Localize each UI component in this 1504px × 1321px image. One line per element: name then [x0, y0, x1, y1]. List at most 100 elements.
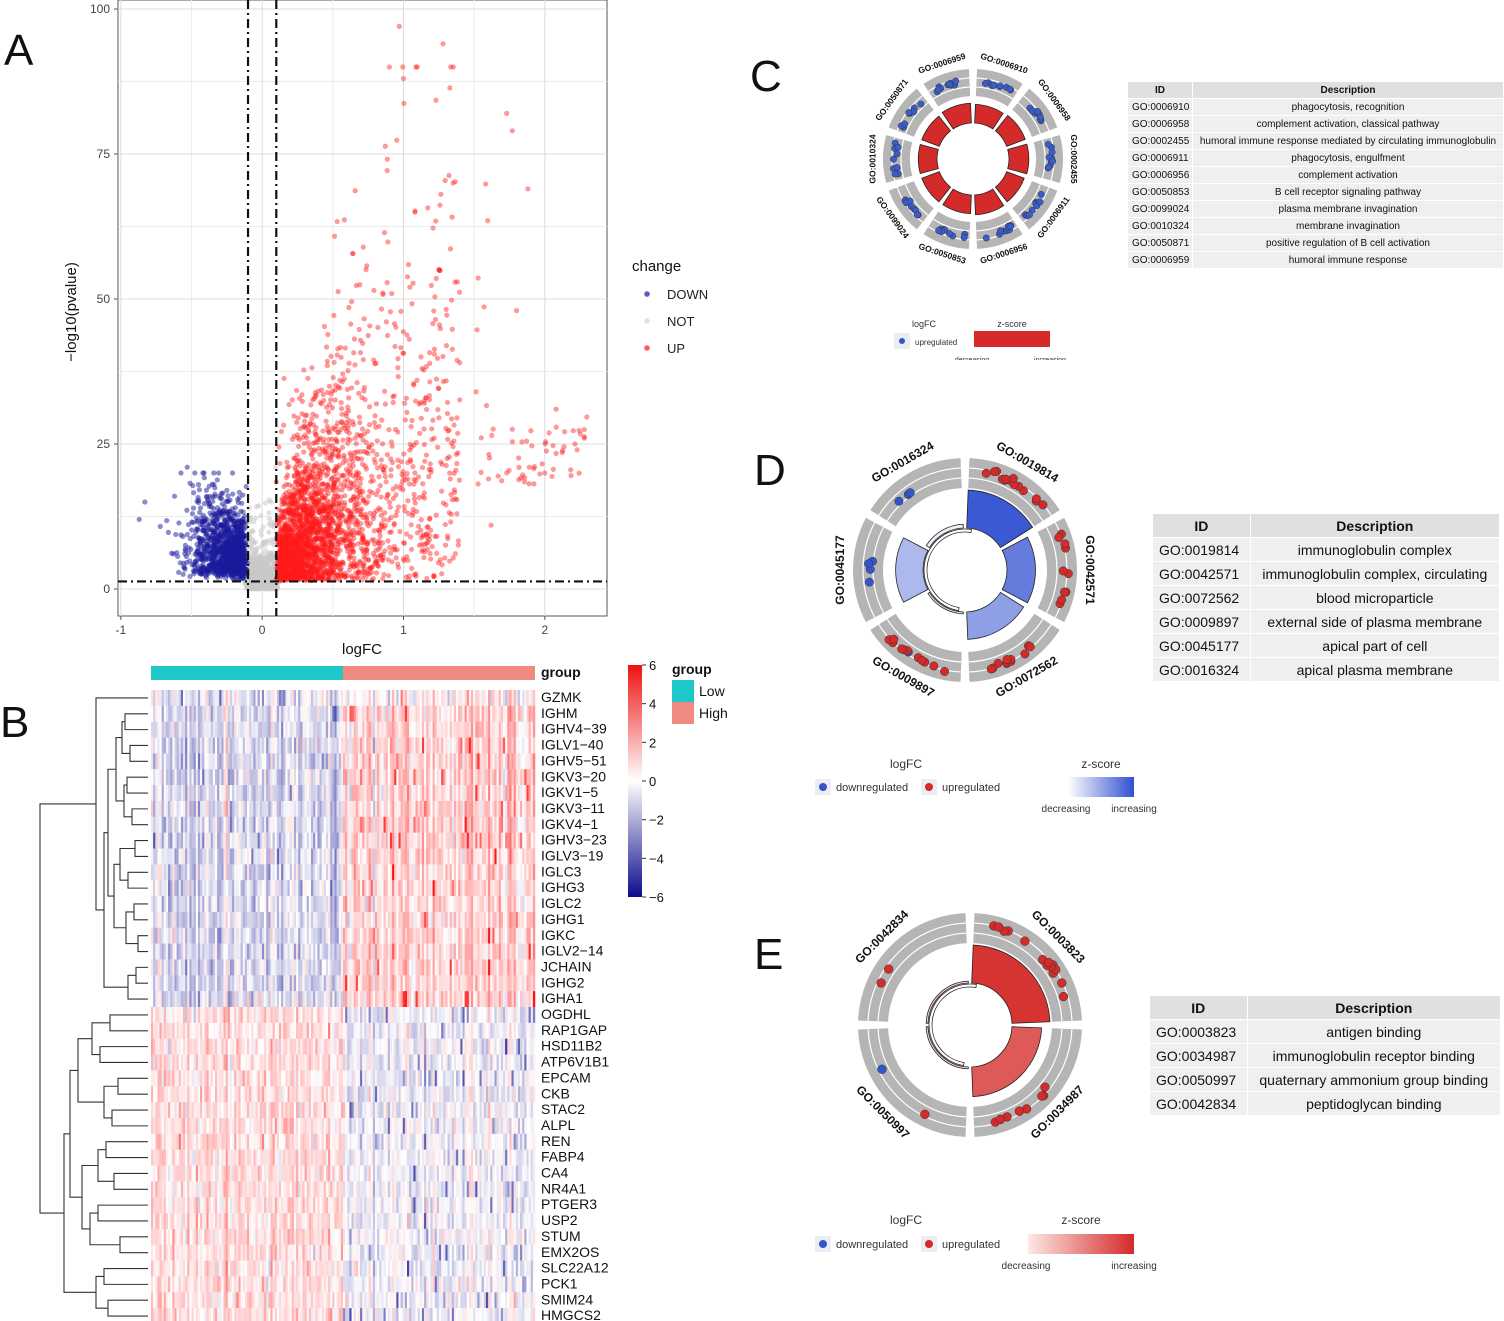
volcano-point	[297, 517, 303, 523]
volcano-point	[428, 282, 434, 288]
volcano-point	[419, 366, 425, 372]
heatmap-cell	[266, 690, 269, 707]
dendrogram-branch	[97, 1204, 148, 1222]
volcano-point	[424, 535, 430, 541]
volcano-point	[327, 538, 333, 544]
dendrogram-branch	[121, 721, 130, 754]
volcano-point	[309, 513, 315, 519]
volcano-point	[240, 492, 246, 498]
volcano-point	[408, 546, 415, 552]
volcano-point	[409, 565, 415, 571]
heatmap-cell	[291, 690, 295, 707]
volcano-point	[337, 514, 343, 521]
volcano-point	[325, 409, 332, 415]
volcano-point	[448, 64, 454, 70]
volcano-point	[403, 395, 410, 401]
heatmap-cell	[377, 690, 380, 707]
volcano-point	[192, 470, 198, 476]
volcano-point	[361, 431, 367, 437]
heatmap-cell	[206, 705, 209, 722]
heatmap-cell	[300, 705, 303, 722]
volcano-point	[296, 489, 302, 495]
volcano-point	[455, 538, 462, 544]
volcano-point	[320, 481, 326, 487]
volcano-point	[191, 533, 197, 540]
volcano-point	[237, 518, 243, 524]
volcano-point	[401, 451, 407, 457]
volcano-point	[404, 274, 411, 280]
heatmap-cells	[151, 690, 536, 1321]
heatmap-cell	[298, 705, 301, 722]
volcano-point	[187, 558, 193, 564]
volcano-point	[553, 406, 559, 412]
heatmap-cell	[223, 705, 226, 722]
volcano-point	[304, 520, 310, 526]
heatmap-cell	[349, 690, 352, 707]
volcano-point	[316, 521, 322, 527]
volcano-point	[285, 507, 291, 513]
heatmap-cell	[328, 690, 331, 707]
volcano-point	[320, 573, 326, 580]
volcano-point	[378, 457, 384, 463]
heatmap-cell	[336, 690, 339, 707]
heatmap-cell	[477, 690, 480, 707]
volcano-point	[197, 505, 204, 511]
heatmap-cell	[430, 690, 433, 707]
volcano-point	[321, 323, 328, 330]
volcano-point	[346, 512, 352, 518]
heatmap-cell	[400, 690, 403, 707]
volcano-point	[301, 543, 307, 549]
volcano-point	[322, 561, 328, 567]
volcano-point	[322, 486, 328, 493]
volcano-point	[278, 555, 284, 562]
volcano-point	[421, 441, 427, 448]
heatmap-cell	[304, 705, 307, 722]
volcano-point	[310, 480, 316, 487]
volcano-point	[345, 468, 351, 475]
heatmap-cell	[462, 690, 465, 707]
volcano-point	[338, 481, 344, 487]
volcano-point	[341, 422, 347, 429]
volcano-point	[400, 350, 406, 356]
volcano-point	[389, 443, 395, 449]
volcano-point	[332, 520, 339, 526]
volcano-point	[299, 392, 305, 398]
volcano-point	[364, 569, 370, 576]
heatmap-cell	[421, 690, 425, 707]
volcano-point	[350, 458, 356, 464]
dendrogram-branch	[105, 1141, 148, 1159]
volcano-point	[224, 520, 230, 526]
volcano-point	[320, 428, 326, 434]
volcano-point	[358, 520, 364, 527]
volcano-point	[281, 534, 288, 540]
volcano-point	[249, 537, 256, 543]
volcano-point	[426, 466, 432, 472]
volcano-point	[289, 397, 295, 403]
volcano-point	[201, 543, 208, 550]
volcano-point	[457, 397, 463, 403]
heatmap-cell	[232, 690, 235, 707]
volcano-point	[411, 380, 417, 387]
volcano-point	[360, 572, 366, 579]
heatmap-cell	[483, 690, 487, 707]
heatmap-cell	[253, 705, 256, 722]
volcano-point	[387, 309, 394, 315]
volcano-point	[347, 450, 353, 456]
volcano-point	[284, 556, 290, 562]
volcano-point	[324, 524, 331, 530]
volcano-point	[243, 483, 249, 490]
volcano-point	[318, 401, 325, 407]
volcano-y-tick-label: 50	[97, 292, 111, 306]
heatmap-cell	[244, 690, 248, 707]
heatmap-cell	[264, 690, 267, 707]
volcano-point	[398, 345, 404, 351]
volcano-point	[410, 506, 416, 512]
heatmap-cell	[424, 690, 427, 707]
volcano-point	[357, 433, 363, 439]
volcano-point	[325, 533, 331, 539]
volcano-point	[431, 573, 437, 580]
volcano-point	[291, 553, 297, 559]
heatmap-cell	[289, 690, 293, 707]
heatmap-cell	[238, 705, 241, 722]
